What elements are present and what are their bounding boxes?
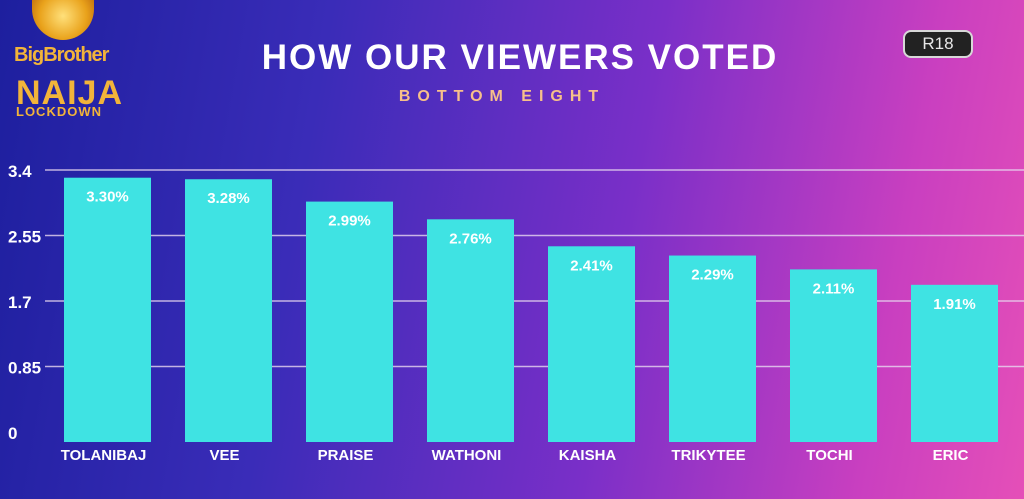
bar: [306, 201, 393, 442]
y-tick-label: 0.85: [8, 359, 41, 378]
category-label: WATHONI: [432, 447, 502, 464]
logo-line1: BigBrother: [14, 44, 109, 66]
category-label: TRIKYTEE: [671, 447, 745, 464]
value-label: 2.11%: [813, 280, 855, 297]
value-label: 2.99%: [328, 213, 371, 230]
chart-title: HOW OUR VIEWERS VOTED: [261, 38, 779, 77]
rating-badge: R18: [903, 30, 973, 58]
category-label: ERIC: [933, 447, 969, 464]
bar: [790, 269, 877, 442]
bar: [185, 179, 272, 442]
value-label: 1.91%: [933, 296, 976, 313]
y-tick-label: 1.7: [8, 293, 32, 312]
logo-line2: NAIJA: [16, 74, 124, 112]
category-label: TOLANIBAJ: [61, 447, 147, 464]
category-label: KAISHA: [559, 447, 617, 464]
value-label: 2.76%: [449, 230, 492, 247]
bar: [64, 177, 151, 443]
show-logo: BigBrother NAIJA LOCKDOWN: [10, 0, 130, 125]
logo-line3: LOCKDOWN: [16, 104, 102, 119]
value-label: 3.28%: [207, 190, 250, 207]
bar: [911, 284, 998, 442]
bar: [669, 255, 756, 442]
bar: [427, 219, 514, 442]
value-label: 2.41%: [570, 257, 613, 274]
category-label: VEE: [209, 447, 239, 464]
category-label: TOCHI: [806, 447, 852, 464]
bar: [548, 246, 635, 442]
category-label: PRAISE: [318, 447, 374, 464]
y-tick-label: 3.4: [8, 162, 32, 181]
y-tick-label: 0: [8, 424, 17, 443]
value-label: 2.29%: [691, 267, 734, 284]
y-tick-label: 2.55: [8, 228, 41, 247]
chart-subtitle: BOTTOM EIGHT: [398, 88, 606, 105]
value-label: 3.30%: [86, 189, 129, 206]
